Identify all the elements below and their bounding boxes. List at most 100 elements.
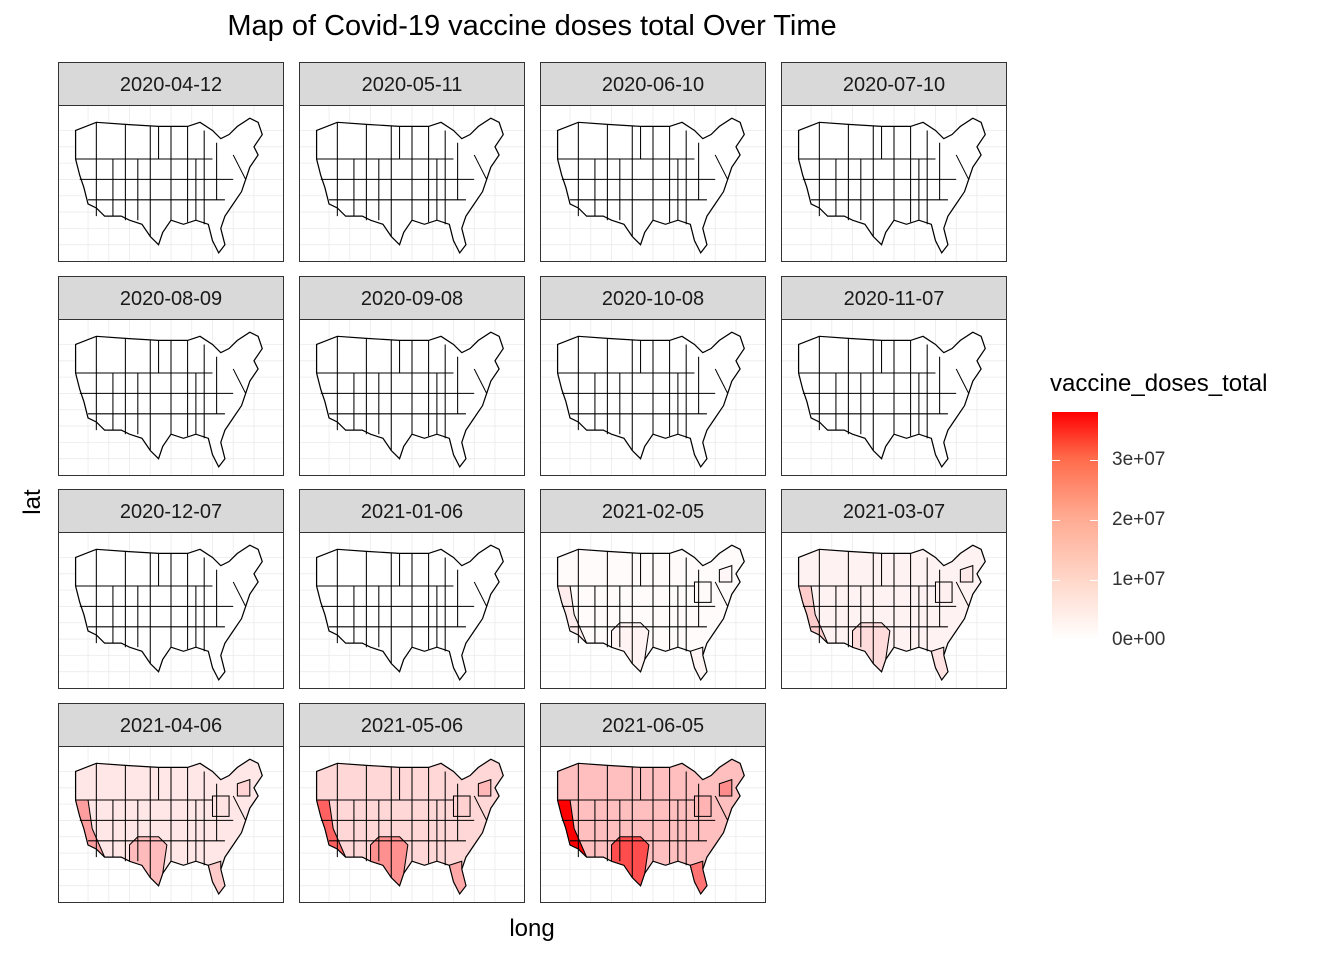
y-axis-label: lat (19, 489, 46, 515)
legend-tick-mark (1090, 640, 1098, 641)
facet-strip-label: 2020-10-08 (540, 276, 766, 320)
us-state-map (59, 747, 283, 902)
state-pennsylvania (452, 795, 471, 817)
facet-strip-label: 2020-08-09 (58, 276, 284, 320)
us-state-map (541, 747, 765, 902)
us-state-map (59, 106, 283, 261)
state-texas (129, 836, 168, 887)
state-border (955, 581, 970, 607)
us-state-map (782, 320, 1006, 475)
legend-title: vaccine_doses_total (1050, 370, 1268, 397)
us-state-map (300, 533, 524, 688)
facet-map-area (781, 533, 1007, 689)
facet-map-area (299, 106, 525, 262)
facet-strip-label: 2021-02-05 (540, 489, 766, 533)
us-state-map (782, 533, 1006, 688)
facet-panel: 2020-09-08 (299, 276, 525, 476)
facet-map-area (58, 106, 284, 262)
state-pennsylvania (934, 581, 953, 603)
us-outline (797, 331, 986, 469)
us-outline (74, 544, 263, 682)
us-state-map (541, 533, 765, 688)
state-border (714, 795, 729, 821)
state-florida (689, 860, 708, 895)
facet-panel: 2021-05-06 (299, 703, 525, 903)
facet-strip-label: 2021-01-06 (299, 489, 525, 533)
us-state-map (300, 320, 524, 475)
state-pennsylvania (693, 795, 712, 817)
us-outline (74, 117, 263, 255)
us-outline (797, 117, 986, 255)
state-border (714, 581, 729, 607)
facet-strip-label: 2020-09-08 (299, 276, 525, 320)
state-texas (852, 622, 891, 673)
facet-panel: 2021-03-07 (781, 489, 1007, 689)
legend-colorbar (1052, 412, 1098, 640)
facet-panel: 2020-11-07 (781, 276, 1007, 476)
legend-tick-mark (1090, 520, 1098, 521)
legend-tick-mark (1090, 580, 1098, 581)
legend-tick-label: 0e+00 (1112, 629, 1166, 650)
us-outline (315, 331, 504, 469)
facet-panel: 2020-10-08 (540, 276, 766, 476)
facet-map-area (299, 320, 525, 476)
us-outline (315, 544, 504, 682)
facet-strip-label: 2020-05-11 (299, 62, 525, 106)
state-florida (689, 646, 708, 681)
us-state-map (541, 320, 765, 475)
facet-map-area (540, 106, 766, 262)
chart-title: Map of Covid-19 vaccine doses total Over… (227, 10, 837, 42)
legend-tick-mark (1052, 520, 1060, 521)
facet-map-area (299, 747, 525, 903)
us-state-map (782, 106, 1006, 261)
facet-strip-label: 2021-04-06 (58, 703, 284, 747)
us-outline (556, 544, 745, 682)
facet-strip-label: 2020-07-10 (781, 62, 1007, 106)
facet-strip-label: 2021-06-05 (540, 703, 766, 747)
state-texas (611, 622, 650, 673)
us-outline (556, 117, 745, 255)
facet-panel: 2020-04-12 (58, 62, 284, 262)
facet-map-area (58, 747, 284, 903)
state-florida (930, 646, 949, 681)
legend-tick-mark (1052, 640, 1060, 641)
facet-strip-label: 2020-06-10 (540, 62, 766, 106)
facet-map-area (58, 320, 284, 476)
facet-map-area (540, 320, 766, 476)
facet-map-area (540, 533, 766, 689)
state-new-york (959, 564, 974, 583)
legend-tick-label: 1e+07 (1112, 569, 1166, 590)
state-new-york (236, 778, 251, 797)
facet-panel: 2020-06-10 (540, 62, 766, 262)
facet-map-area (781, 106, 1007, 262)
us-outline (556, 331, 745, 469)
state-new-york (718, 564, 733, 583)
state-border (232, 154, 247, 180)
state-new-york (718, 778, 733, 797)
state-border (473, 154, 488, 180)
legend-tick-mark (1052, 460, 1060, 461)
legend-tick-mark (1090, 460, 1098, 461)
facet-panel: 2020-12-07 (58, 489, 284, 689)
state-border (473, 368, 488, 394)
facet-map-area (58, 533, 284, 689)
state-texas (370, 836, 409, 887)
facet-map-area (299, 533, 525, 689)
facet-strip-label: 2020-04-12 (58, 62, 284, 106)
facet-panel: 2020-08-09 (58, 276, 284, 476)
legend-tick-mark (1052, 580, 1060, 581)
facet-panel: 2021-02-05 (540, 489, 766, 689)
facet-map-area (540, 747, 766, 903)
state-florida (207, 860, 226, 895)
state-border (714, 368, 729, 394)
legend-ticks: 0e+00 1e+07 2e+07 3e+07 (1050, 412, 1190, 650)
facet-strip-label: 2021-03-07 (781, 489, 1007, 533)
state-new-york (477, 778, 492, 797)
us-outline (797, 544, 986, 682)
legend-tick-label: 3e+07 (1112, 449, 1166, 470)
us-state-map (300, 106, 524, 261)
us-state-map (300, 747, 524, 902)
state-pennsylvania (693, 581, 712, 603)
facet-panel: 2021-06-05 (540, 703, 766, 903)
us-state-map (59, 320, 283, 475)
